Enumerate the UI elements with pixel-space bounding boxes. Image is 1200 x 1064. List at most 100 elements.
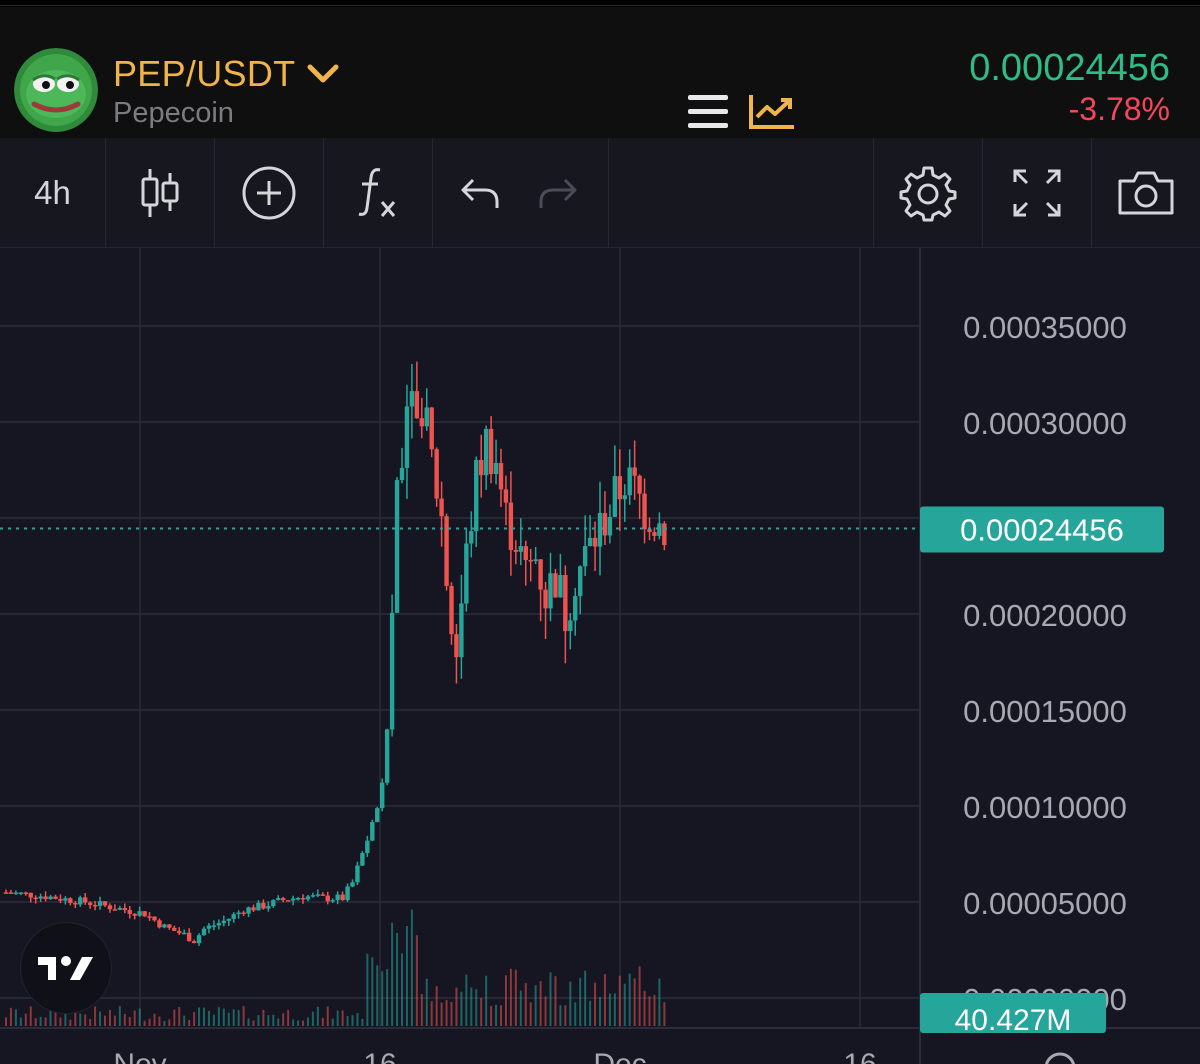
list-view-icon[interactable] [688, 93, 728, 131]
chart-toolbar: 4h [0, 138, 1200, 248]
candle-body [474, 459, 479, 532]
settings-button[interactable] [874, 138, 982, 248]
fullscreen-icon [1013, 169, 1061, 217]
volume-bar [346, 1015, 349, 1026]
candle-body [107, 905, 113, 910]
candle-body [444, 516, 449, 586]
price-axis-label: 0.00030000 [963, 406, 1127, 441]
volume-bar [232, 1009, 235, 1026]
add-indicator-button[interactable] [215, 138, 323, 248]
volume-bar [316, 1006, 319, 1026]
candle-body [172, 927, 177, 931]
toolbar-divider [873, 138, 874, 248]
candle-body [33, 897, 38, 900]
candle-body [553, 573, 558, 598]
time-axis-label: Nov [113, 1048, 166, 1064]
price-axis-label: 0.00020000 [963, 598, 1127, 633]
volume-bar [425, 978, 428, 1026]
price-axis-label: 0.00035000 [963, 310, 1127, 345]
chart-view-icon[interactable] [748, 93, 796, 131]
candle-body [568, 620, 573, 632]
candle-body [63, 898, 68, 901]
candle-body [68, 898, 73, 903]
volume-bar [341, 1010, 344, 1026]
interval-button[interactable]: 4h [0, 138, 105, 248]
volume-bar [5, 1017, 7, 1026]
volume-bar [227, 1012, 230, 1026]
candle-body [622, 495, 627, 500]
time-axis-label: 16 [363, 1048, 396, 1064]
volume-bar [356, 1013, 359, 1026]
volume-bar [623, 983, 626, 1026]
volume-bar [84, 1014, 87, 1026]
pair-header: PEP/USDT Pepecoin 0.00024456 -3.78% [0, 7, 1200, 138]
volume-bar [638, 966, 641, 1026]
candle-body [632, 467, 637, 476]
candle-body [310, 895, 316, 897]
candle-body [488, 428, 494, 475]
toolbar-divider [214, 138, 215, 248]
pair-selector[interactable]: PEP/USDT [113, 53, 341, 95]
volume-bar [19, 1017, 22, 1026]
candle-body [434, 449, 439, 499]
candle-body [315, 894, 321, 896]
screenshot-button[interactable] [1092, 138, 1200, 248]
candle-body [122, 907, 127, 911]
candle-body [330, 900, 335, 902]
volume-bar [49, 1009, 52, 1026]
candle-body [290, 898, 296, 901]
volume-bar [54, 1007, 57, 1026]
candle-body [236, 912, 241, 915]
candle-body [191, 941, 197, 944]
volume-bar [217, 1007, 220, 1026]
chart-type-button[interactable] [106, 138, 214, 248]
volume-bar [14, 1009, 17, 1026]
candle-body [627, 467, 632, 496]
price-chart[interactable]: 0.00035000 0.00030000 0.00020000 0.00015000… [0, 248, 1200, 1064]
volume-bar [277, 1018, 280, 1026]
candle-body [206, 925, 212, 929]
candle-body [137, 911, 142, 916]
candle-body [43, 896, 48, 900]
undo-button[interactable] [450, 138, 510, 248]
volume-bar [237, 1010, 240, 1026]
indicators-button[interactable] [324, 138, 432, 248]
volume-bar [643, 990, 646, 1026]
volume-bar [123, 1013, 126, 1026]
volume-bar [118, 1006, 121, 1026]
candle-body [523, 546, 528, 560]
toolbar-divider [105, 138, 106, 248]
volume-bar [212, 1014, 215, 1026]
volume-bar [445, 1000, 448, 1026]
volume-bar [59, 1017, 62, 1026]
volume-bar [435, 986, 438, 1026]
candle-body [384, 729, 390, 783]
candle-body [370, 822, 375, 841]
candle-body [162, 924, 167, 928]
candle-body [345, 886, 350, 901]
chart-canvas[interactable]: 0.00035000 0.00030000 0.00020000 0.00015000… [0, 248, 1200, 1064]
candle-body [597, 513, 603, 547]
fullscreen-button[interactable] [983, 138, 1091, 248]
volume-bar [99, 1011, 102, 1026]
candle-body [449, 585, 454, 635]
volume-bar [594, 982, 597, 1026]
candle-body [409, 391, 415, 407]
volume-bar [39, 1016, 42, 1026]
candle-body [97, 901, 103, 906]
candle-body [587, 537, 593, 547]
candle-body [83, 897, 88, 903]
volume-bar [514, 969, 517, 1026]
time-axis-label: Dec [593, 1048, 646, 1064]
candle-body [662, 523, 667, 545]
candle-body [394, 480, 400, 613]
tradingview-logo[interactable] [20, 922, 112, 1014]
candle-body [266, 906, 271, 909]
volume-bar [475, 989, 478, 1026]
volume-tag [920, 993, 1106, 1033]
candle-body [647, 529, 652, 533]
redo-button[interactable] [528, 138, 588, 248]
volume-bar [539, 981, 542, 1026]
axis-settings-icon [1045, 1052, 1075, 1064]
candle-body [404, 406, 410, 468]
